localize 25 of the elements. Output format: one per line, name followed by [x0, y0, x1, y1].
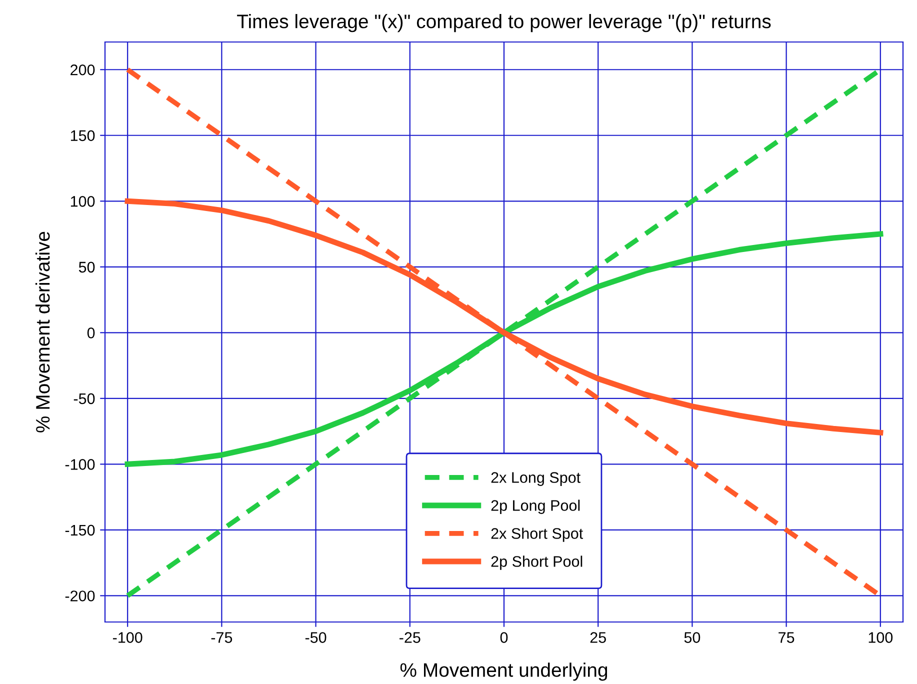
x-tick-label: 0 [500, 632, 508, 643]
y-tick-label: 150 [70, 130, 95, 142]
y-tick-label: 100 [70, 196, 95, 207]
y-tick-label: 200 [70, 64, 95, 76]
y-tick-label: 50 [78, 262, 95, 273]
x-tick-label: -50 [305, 632, 326, 643]
x-tick-label: -75 [211, 632, 232, 643]
x-tick-label: 75 [778, 632, 794, 643]
legend-label: 2p Long Pool [491, 500, 580, 514]
chart-title: Times leverage "(x)" compared to power leverage "(p)" returns [237, 14, 771, 32]
y-tick-label: 0 [87, 328, 95, 338]
legend-label: 2x Long Spot [491, 472, 580, 486]
x-tick-label: -100 [112, 632, 142, 643]
y-tick-label: -150 [65, 524, 95, 536]
x-tick-label: 100 [868, 632, 893, 643]
legend-label: 2p Short Pool [491, 556, 582, 570]
x-tick-label: 50 [684, 632, 700, 643]
y-tick-label: -50 [74, 393, 95, 404]
y-axis-title: % Movement derivative [35, 232, 50, 432]
x-tick-label: 25 [590, 632, 606, 643]
x-tick-label: -25 [400, 632, 420, 643]
x-axis-title: % Movement underlying [400, 662, 608, 681]
y-tick-label: -100 [65, 459, 95, 470]
y-tick-label: -200 [65, 590, 95, 602]
legend-label: 2x Short Spot [491, 528, 584, 542]
